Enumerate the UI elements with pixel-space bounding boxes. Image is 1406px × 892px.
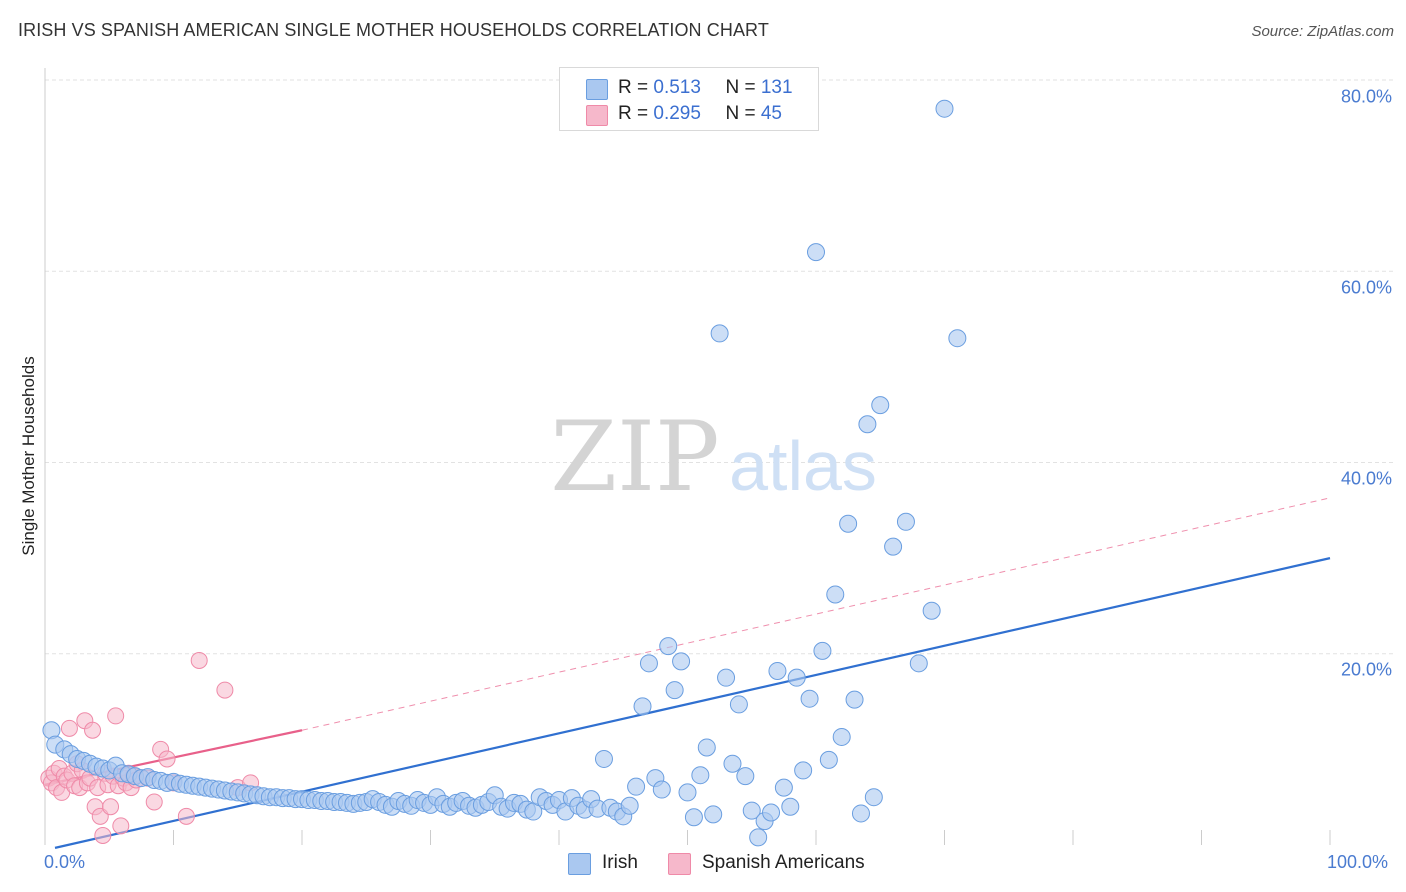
spanish-point — [102, 798, 120, 816]
r-value: 0.295 — [653, 103, 701, 124]
data-points — [40, 99, 967, 847]
irish-point — [935, 99, 954, 118]
irish-point — [710, 324, 729, 343]
irish-point — [858, 415, 877, 434]
chart-title: IRISH VS SPANISH AMERICAN SINGLE MOTHER … — [18, 20, 769, 40]
irish-point — [851, 804, 870, 823]
irish-point — [896, 512, 915, 531]
r-value: 0.513 — [653, 77, 701, 98]
irish-point — [871, 396, 890, 415]
irish-point — [691, 766, 710, 785]
irish-point — [678, 783, 697, 802]
r-label: R = — [618, 103, 654, 124]
spanish-point — [190, 651, 208, 669]
irish-point — [665, 681, 684, 700]
spanish-point — [84, 721, 102, 739]
n-value: 45 — [760, 103, 782, 124]
irish-trend-line — [54, 557, 1331, 849]
irish-point — [684, 808, 703, 827]
spanish-point — [107, 707, 125, 725]
irish-point — [839, 514, 858, 533]
gridlines — [44, 68, 1393, 845]
irish-point — [794, 761, 813, 780]
spanish-point — [94, 826, 112, 844]
irish-point — [717, 668, 736, 687]
irish-point — [620, 796, 639, 815]
irish-point — [627, 777, 646, 796]
correlation-legend: R = 0.513 N = 131 R = 0.295 N = 45 — [559, 67, 819, 131]
irish-point — [768, 661, 787, 680]
irish-point — [659, 637, 678, 656]
irish-point — [704, 805, 723, 824]
y-tick-label: 80.0% — [1340, 86, 1392, 107]
irish-point — [864, 788, 883, 807]
irish-point — [633, 697, 652, 716]
spanish-point — [158, 750, 176, 768]
irish-point — [639, 654, 658, 673]
irish-point — [922, 601, 941, 620]
legend-label-spanish: Spanish Americans — [702, 852, 865, 873]
irish-point — [672, 652, 691, 671]
watermark-atlas: atlas — [729, 427, 877, 505]
irish-point — [807, 243, 825, 262]
n-label: N = — [725, 77, 761, 98]
spanish-swatch — [668, 853, 691, 875]
irish-swatch — [586, 79, 608, 100]
source-label: Source: ZipAtlas.com — [1251, 23, 1394, 40]
x-tick-label: 100.0% — [1327, 852, 1389, 872]
irish-point — [652, 780, 671, 799]
irish-point — [819, 750, 838, 769]
irish-point — [826, 585, 845, 604]
r-label: R = — [618, 77, 654, 98]
n-label: N = — [725, 103, 761, 124]
irish-point — [884, 537, 903, 556]
irish-point — [594, 749, 613, 768]
y-tick-label: 20.0% — [1340, 659, 1392, 680]
spanish-point — [112, 817, 130, 835]
y-tick-label: 60.0% — [1340, 277, 1392, 298]
y-tick-label: 40.0% — [1340, 468, 1392, 489]
irish-point — [787, 668, 806, 687]
spanish-point — [145, 793, 163, 811]
irish-point — [800, 689, 819, 708]
spanish-point — [60, 719, 78, 737]
irish-point — [729, 695, 748, 714]
irish-point — [762, 803, 781, 822]
spanish-swatch — [586, 105, 608, 126]
irish-point — [781, 797, 800, 816]
irish-point — [832, 727, 851, 746]
n-value: 131 — [760, 77, 793, 98]
irish-point — [723, 754, 742, 773]
irish-point — [736, 767, 755, 786]
legend-label-irish: Irish — [602, 852, 638, 873]
irish-point — [749, 828, 768, 847]
spanish-point — [177, 807, 195, 825]
irish-point — [948, 329, 967, 348]
watermark-zip: ZIP — [550, 401, 719, 513]
irish-point — [774, 778, 793, 797]
irish-point — [909, 654, 928, 673]
irish-point — [742, 801, 761, 820]
x-tick-label: 0.0% — [44, 852, 86, 872]
irish-point — [813, 641, 832, 660]
irish-point — [697, 738, 716, 757]
irish-point — [845, 690, 864, 709]
spanish-point — [216, 681, 234, 699]
irish-swatch — [568, 853, 591, 875]
